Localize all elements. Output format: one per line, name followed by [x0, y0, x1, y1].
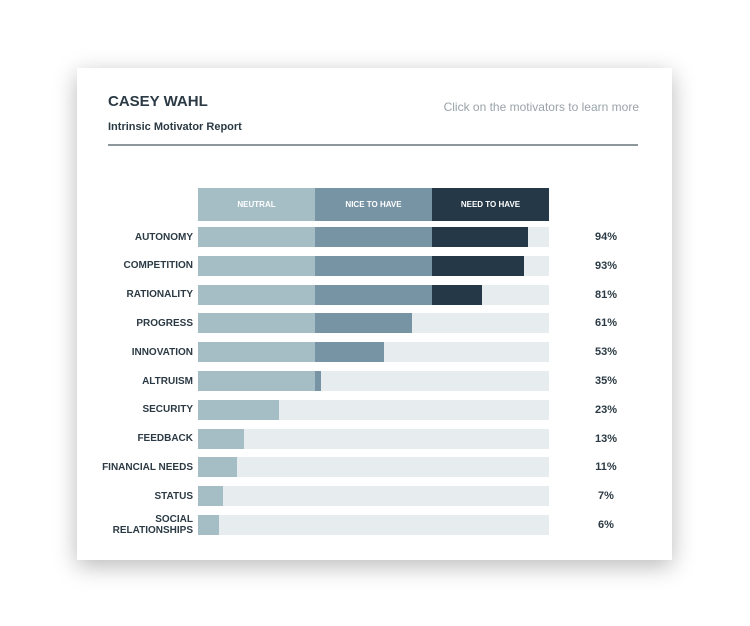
report-subtitle: Intrinsic Motivator Report	[108, 121, 242, 133]
motivator-label[interactable]: FEEDBACK	[137, 433, 193, 445]
bar-track[interactable]	[198, 227, 549, 247]
bar-segment-nice-to-have	[314, 342, 385, 363]
motivator-row[interactable]: AUTONOMY 94%	[77, 227, 672, 247]
bar-track[interactable]	[198, 284, 549, 305]
bar-segment-neutral	[198, 371, 315, 391]
bar-track[interactable]	[198, 486, 549, 507]
motivator-label[interactable]: INNOVATION	[131, 346, 193, 358]
motivator-row[interactable]: FEEDBACK 13%	[77, 428, 672, 449]
motivator-row[interactable]: ALTRUISM 35%	[77, 371, 672, 391]
bar-segment-neutral	[198, 255, 315, 276]
bar-segment-neutral	[198, 342, 315, 363]
legend-header: NEUTRAL NICE TO HAVE NEED TO HAVE	[198, 188, 549, 221]
bar-segment-neutral	[198, 457, 237, 478]
percent-label: 61%	[594, 317, 618, 330]
motivator-row[interactable]: FINANCIAL NEEDS 11%	[77, 457, 672, 478]
bar-track[interactable]	[198, 313, 549, 334]
bar-segment-neutral	[198, 313, 315, 334]
percent-label: 23%	[594, 403, 618, 416]
bar-segment-need-to-have	[432, 255, 525, 276]
person-name: CASEY WAHL	[108, 93, 208, 110]
bar-track[interactable]	[198, 428, 549, 449]
motivator-label[interactable]: ALTRUISM	[142, 375, 193, 387]
bar-track[interactable]	[198, 342, 549, 363]
bar-segment-neutral	[198, 515, 220, 535]
legend-neutral: NEUTRAL	[198, 188, 315, 221]
percent-label: 13%	[594, 432, 618, 445]
motivator-label[interactable]: PROGRESS	[136, 317, 193, 329]
bar-track[interactable]	[198, 399, 549, 420]
bar-segment-neutral	[198, 284, 315, 305]
divider	[108, 144, 638, 146]
motivator-row[interactable]: STATUS 7%	[77, 486, 672, 507]
bar-segment-neutral	[198, 227, 315, 247]
motivator-label[interactable]: COMPETITION	[123, 260, 193, 272]
legend-nice-to-have: NICE TO HAVE	[315, 188, 432, 221]
bar-segment-neutral	[198, 399, 279, 420]
percent-label: 53%	[594, 346, 618, 359]
bar-segment-neutral	[198, 486, 223, 507]
percent-label: 35%	[594, 375, 618, 387]
percent-label: 7%	[598, 490, 614, 503]
motivator-row[interactable]: INNOVATION 53%	[77, 342, 672, 363]
motivator-row[interactable]: RATIONALITY 81%	[77, 284, 672, 305]
motivator-row[interactable]: SECURITY 23%	[77, 399, 672, 420]
percent-label: 94%	[594, 231, 618, 243]
bar-segment-nice-to-have	[314, 255, 432, 276]
motivator-label[interactable]: RATIONALITY	[126, 289, 193, 301]
legend-need-to-have: NEED TO HAVE	[432, 188, 549, 221]
bar-track[interactable]	[198, 371, 549, 391]
percent-label: 11%	[595, 461, 617, 474]
bar-segment-need-to-have	[432, 227, 528, 247]
bar-track[interactable]	[198, 457, 549, 478]
percent-label: 81%	[594, 288, 618, 301]
motivator-label[interactable]: STATUS	[154, 490, 193, 502]
motivator-row[interactable]: COMPETITION 93%	[77, 255, 672, 276]
bar-segment-nice-to-have	[314, 313, 413, 334]
bar-segment-need-to-have	[432, 284, 483, 305]
bar-segment-nice-to-have	[314, 284, 432, 305]
bar-segment-nice-to-have	[314, 371, 321, 391]
motivator-row[interactable]: SOCIAL RELATIONSHIPS 6%	[77, 514, 672, 536]
report-card: CASEY WAHL Intrinsic Motivator Report Cl…	[77, 68, 672, 560]
percent-label: 6%	[598, 519, 614, 531]
motivator-label[interactable]: AUTONOMY	[134, 231, 193, 243]
motivator-row[interactable]: PROGRESS 61%	[77, 313, 672, 334]
motivator-label[interactable]: SECURITY	[142, 404, 193, 416]
percent-label: 93%	[594, 259, 618, 272]
motivator-label[interactable]: SOCIAL RELATIONSHIPS	[112, 514, 193, 536]
motivator-label[interactable]: FINANCIAL NEEDS	[102, 461, 193, 473]
bar-track[interactable]	[198, 255, 549, 276]
bar-segment-nice-to-have	[314, 227, 432, 247]
bar-track[interactable]	[198, 515, 549, 535]
bar-segment-neutral	[198, 428, 244, 449]
hint-text: Click on the motivators to learn more	[443, 100, 639, 114]
